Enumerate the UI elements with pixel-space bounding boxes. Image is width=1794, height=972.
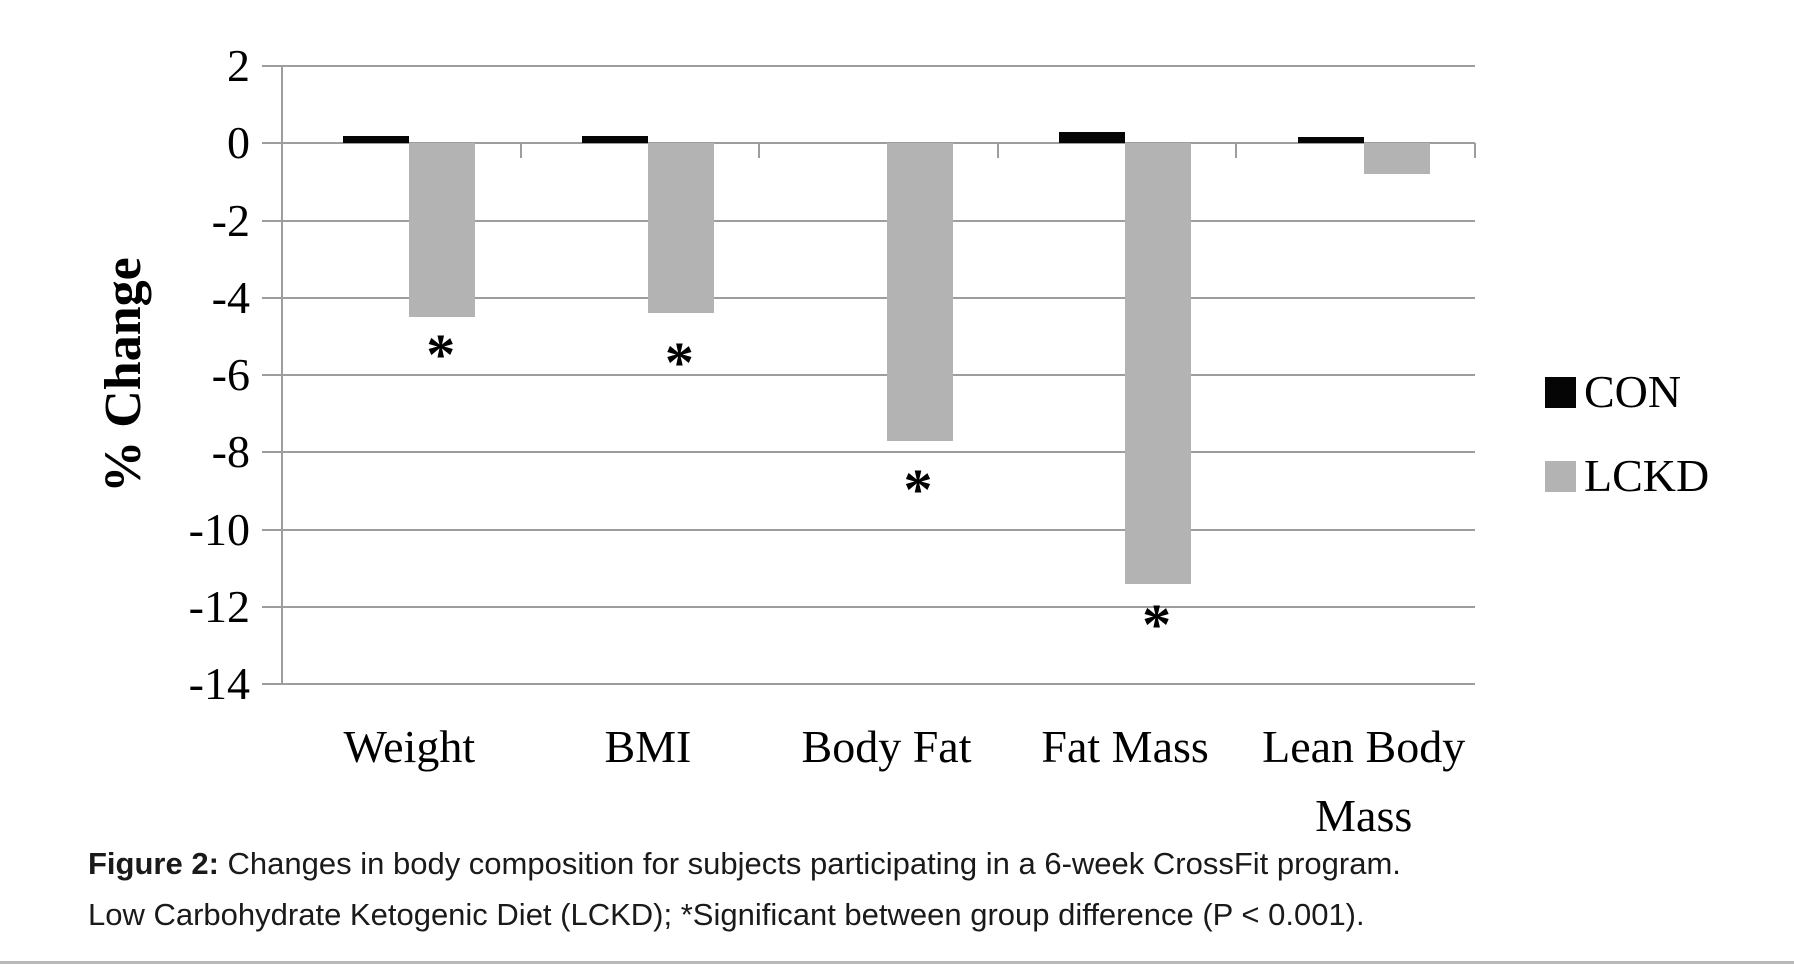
gridline-y-0 — [282, 142, 1475, 145]
y-axis-title: % Change — [95, 257, 152, 493]
gridline-y--8 — [282, 451, 1475, 454]
gridline-y--10 — [282, 528, 1475, 531]
significance-asterisk-bmi: * — [664, 329, 694, 395]
significance-asterisk-weight: * — [426, 321, 456, 387]
legend-item-con: CON — [1545, 366, 1709, 417]
bar-con-fat-mass — [1059, 131, 1126, 144]
caption-line-1-text: Changes in body composition for subjects… — [227, 846, 1401, 881]
x-axis-tick-3 — [996, 143, 999, 159]
x-axis-tick-4 — [1235, 143, 1238, 159]
bar-lckd-weight — [409, 143, 476, 318]
y-axis-tick--4 — [262, 296, 282, 299]
bar-con-lean-body-mass — [1297, 137, 1364, 144]
figure-caption: Figure 2: Changes in body composition fo… — [88, 838, 1708, 940]
x-category-label-lean-body-mass: Lean Body Mass — [1262, 721, 1466, 841]
y-axis-tick--6 — [262, 374, 282, 376]
legend-item-lckd: LCKD — [1545, 450, 1710, 501]
y-axis-tick--14 — [262, 683, 282, 685]
y-tick-label--10: -10 — [188, 503, 250, 555]
x-axis-tick-5 — [1474, 143, 1476, 159]
lckd-swatch-icon — [1545, 460, 1576, 492]
bar-lckd-bmi — [647, 143, 714, 314]
x-axis-tick-2 — [758, 143, 761, 159]
con-swatch-icon — [1545, 376, 1576, 408]
significance-asterisk-fat-mass: * — [1142, 592, 1172, 658]
y-tick-label--8: -8 — [211, 426, 250, 478]
y-tick-label--2: -2 — [211, 194, 250, 246]
y-axis-tick--8 — [262, 451, 282, 454]
x-category-label-fat-mass: Fat Mass — [1041, 721, 1209, 772]
gridline-y-2 — [282, 65, 1475, 67]
y-tick-label-2: 2 — [227, 40, 250, 91]
y-axis-tick--12 — [262, 605, 282, 608]
gridline-y--6 — [282, 374, 1475, 376]
x-category-label-body-fat: Body Fat — [801, 721, 972, 772]
y-tick-label--4: -4 — [211, 271, 250, 323]
y-tick-label-0: 0 — [227, 117, 250, 169]
gridline-y--4 — [282, 296, 1475, 299]
y-tick-label--6: -6 — [211, 349, 250, 400]
y-axis-tick--2 — [262, 219, 282, 222]
y-axis-tick-0 — [262, 142, 282, 145]
x-category-label-weight: Weight — [343, 721, 476, 772]
caption-line-2: Low Carbohydrate Ketogenic Diet (LCKD); … — [88, 897, 1365, 932]
gridline-y--12 — [282, 605, 1475, 608]
y-axis-tick--10 — [262, 528, 282, 531]
caption-line-1: Figure 2: Changes in body composition fo… — [88, 838, 1708, 889]
legend: CON LCKD — [1545, 366, 1710, 543]
legend-label-lckd: LCKD — [1584, 450, 1710, 501]
gridline-y--2 — [282, 219, 1475, 222]
x-category-label-bmi: BMI — [604, 721, 692, 772]
caption-figure-label: Figure 2: — [88, 846, 219, 881]
significance-asterisk-body-fat: * — [903, 457, 933, 523]
x-axis-tick-1 — [519, 143, 522, 159]
y-axis-line — [281, 66, 283, 684]
bar-lckd-lean-body-mass — [1363, 143, 1430, 175]
legend-label-con: CON — [1584, 366, 1682, 417]
gridline-y--14 — [282, 683, 1475, 685]
y-tick-label--12: -12 — [188, 580, 250, 632]
bottom-divider — [0, 961, 1794, 964]
y-axis-tick-2 — [262, 65, 282, 67]
bar-lckd-body-fat — [886, 143, 953, 441]
bar-con-bmi — [581, 135, 648, 144]
bar-con-weight — [343, 135, 410, 144]
y-tick-label--14: -14 — [188, 658, 250, 709]
bar-lckd-fat-mass — [1125, 143, 1192, 584]
